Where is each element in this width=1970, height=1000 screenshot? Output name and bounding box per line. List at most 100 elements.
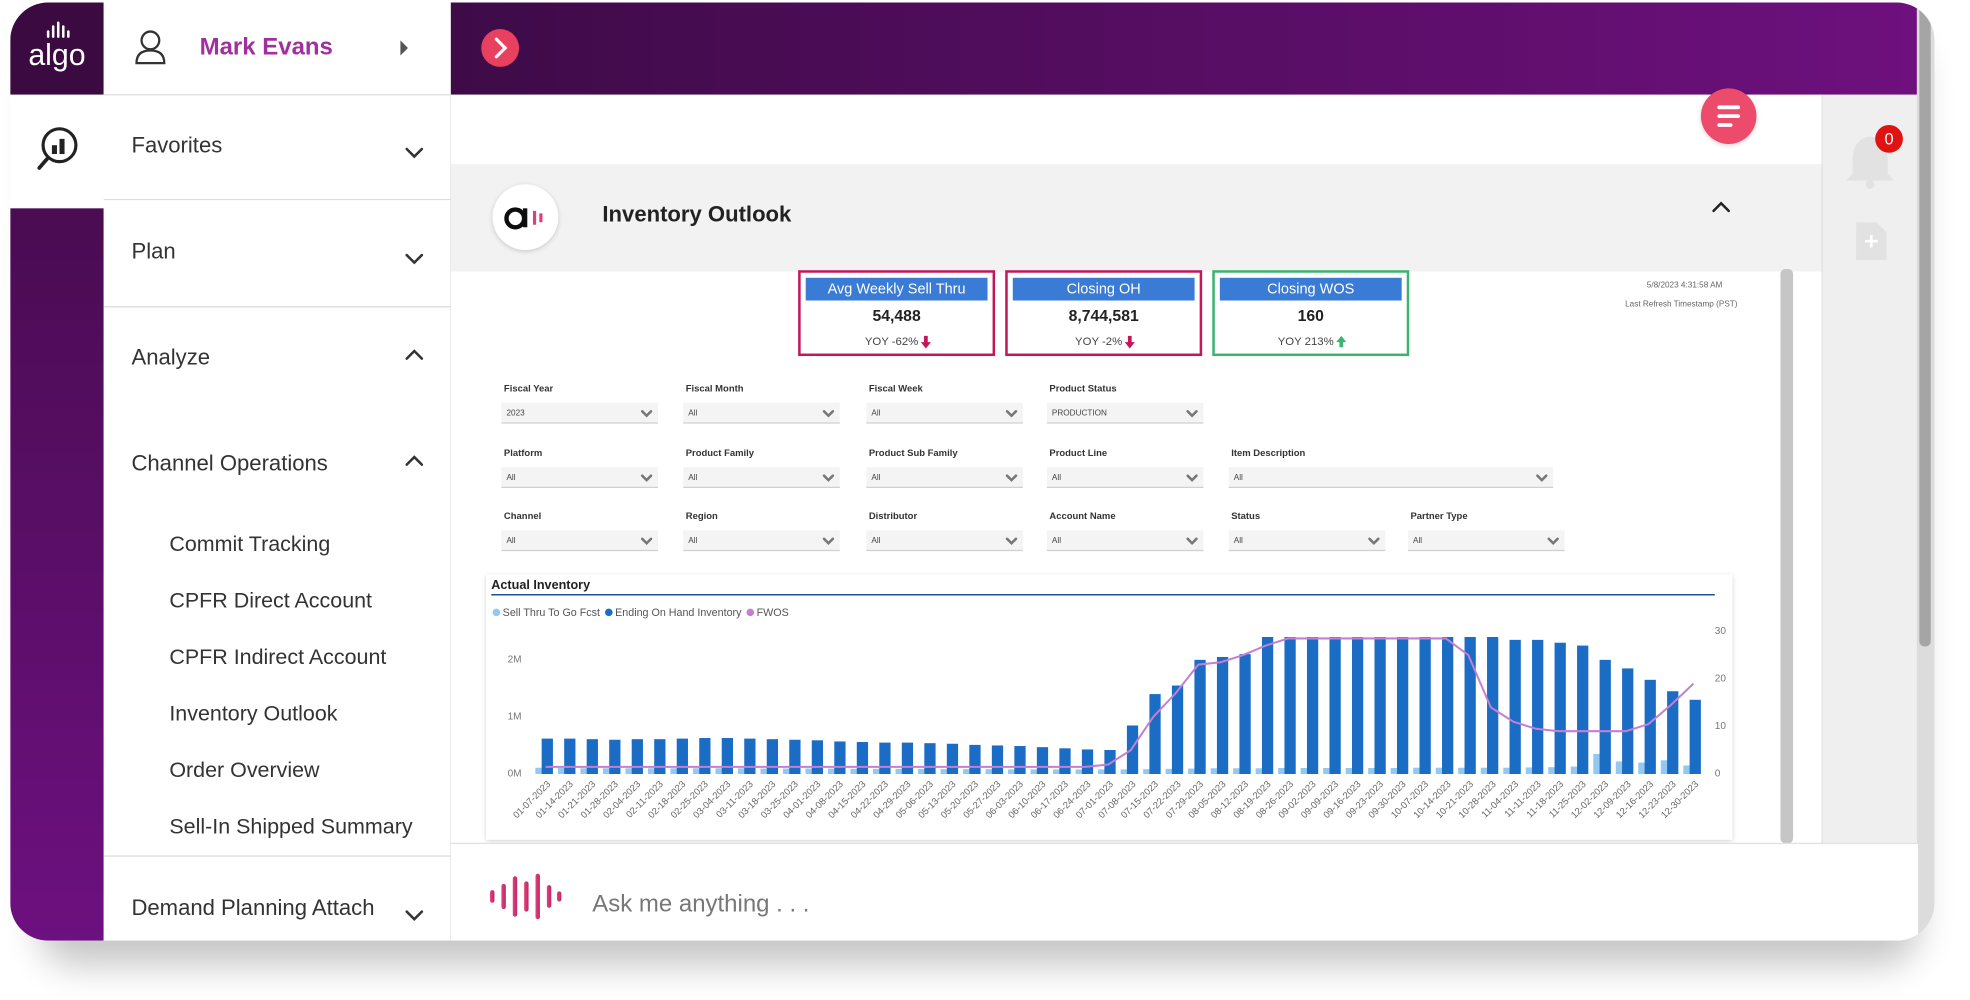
user-profile[interactable]: Mark Evans bbox=[135, 30, 408, 65]
filter[interactable]: Fiscal Week All bbox=[866, 383, 1023, 424]
menu-item[interactable]: Inventory Outlook bbox=[169, 701, 337, 725]
bar bbox=[1284, 637, 1296, 774]
kpi-change: YOY -2% bbox=[1075, 336, 1122, 348]
outer-scroll-thumb[interactable] bbox=[1919, 2, 1931, 647]
menu-item[interactable]: Commit Tracking bbox=[169, 532, 330, 556]
kpi-change: YOY 213% bbox=[1278, 336, 1334, 348]
filter-dropdown bbox=[683, 530, 840, 551]
voice-bar[interactable] bbox=[546, 885, 552, 908]
notifications[interactable]: 0 bbox=[1846, 125, 1903, 189]
expand-button[interactable] bbox=[481, 29, 520, 67]
menu-item[interactable]: Order Overview bbox=[169, 758, 320, 782]
filter[interactable]: Product Status PRODUCTION bbox=[1046, 383, 1204, 424]
filter[interactable]: Distributor All bbox=[866, 511, 1023, 552]
voice-bar[interactable] bbox=[490, 890, 495, 903]
menu-section[interactable]: Favorites bbox=[131, 132, 424, 159]
chat-input[interactable]: Ask me anything . . . bbox=[592, 891, 809, 918]
expand-circle bbox=[481, 29, 520, 67]
kpi-title-bar bbox=[1219, 277, 1402, 301]
bar bbox=[1374, 637, 1386, 774]
new-document[interactable] bbox=[1856, 222, 1887, 261]
menu-section-label: Demand Planning Attach bbox=[131, 895, 374, 920]
bar bbox=[535, 767, 544, 774]
bar bbox=[1442, 637, 1454, 774]
bar bbox=[1306, 637, 1319, 774]
y2-tick-label: 30 bbox=[1715, 626, 1727, 637]
filter-value: All bbox=[506, 536, 515, 545]
bar bbox=[850, 768, 859, 774]
filter-dropdown bbox=[501, 402, 658, 423]
filter-value: All bbox=[1234, 536, 1243, 545]
bar bbox=[1261, 637, 1274, 774]
bar bbox=[1599, 659, 1611, 774]
bar bbox=[670, 768, 679, 774]
menu-item[interactable]: Sell-In Shipped Summary bbox=[169, 814, 413, 838]
menu-section-label: Plan bbox=[131, 238, 175, 263]
right-rail bbox=[1822, 94, 1919, 844]
chevron-down bbox=[1547, 537, 1559, 546]
voice-bar[interactable] bbox=[512, 876, 518, 917]
kpi-value: 8,744,581 bbox=[1069, 308, 1139, 325]
chevron-up bbox=[405, 455, 424, 466]
menu-item[interactable]: CPFR Direct Account bbox=[169, 589, 372, 613]
menu-section[interactable]: Plan bbox=[131, 238, 424, 265]
filter-value: All bbox=[871, 409, 880, 418]
filter[interactable]: Fiscal Year 2023 bbox=[501, 383, 658, 424]
filter-label: Platform bbox=[504, 448, 542, 459]
doc-plus bbox=[1865, 234, 1878, 248]
filter-value: All bbox=[688, 473, 697, 482]
bar bbox=[1667, 691, 1679, 774]
menu-section[interactable]: Channel Operations bbox=[131, 450, 424, 475]
filter[interactable]: Product Line All bbox=[1046, 448, 1204, 489]
report-scrollbar[interactable] bbox=[1780, 268, 1794, 844]
voice-bar[interactable] bbox=[535, 873, 540, 920]
brand-strip bbox=[10, 2, 104, 95]
filter[interactable]: Product Sub Family All bbox=[866, 448, 1023, 489]
insights-bar bbox=[59, 138, 65, 155]
bar bbox=[789, 739, 801, 774]
filter[interactable]: Product Family All bbox=[683, 448, 840, 489]
filter[interactable]: Platform All bbox=[501, 448, 658, 489]
filter[interactable]: Status All bbox=[1228, 511, 1386, 552]
bar bbox=[692, 768, 702, 774]
voice-bar[interactable] bbox=[501, 883, 506, 910]
insights-icon[interactable] bbox=[37, 127, 78, 170]
expand-arrow bbox=[494, 37, 508, 59]
user-name: Mark Evans bbox=[200, 33, 333, 60]
insights-ring bbox=[41, 127, 78, 164]
filter[interactable]: Partner Type All bbox=[1407, 511, 1565, 552]
menu-fab-line bbox=[1717, 114, 1741, 119]
filter[interactable]: Channel All bbox=[501, 511, 658, 552]
menu-section[interactable]: Demand Planning Attach bbox=[131, 895, 424, 921]
voice-bar[interactable] bbox=[524, 881, 529, 912]
filter-dropdown bbox=[501, 467, 658, 488]
badge-count: 0 bbox=[1884, 130, 1893, 148]
bar bbox=[715, 768, 724, 774]
y2-tick-label: 10 bbox=[1715, 721, 1727, 732]
filter-label: Fiscal Month bbox=[686, 383, 744, 394]
menu-fab[interactable] bbox=[1700, 88, 1757, 144]
voice-bar[interactable] bbox=[556, 891, 562, 902]
filter[interactable]: Account Name All bbox=[1046, 511, 1204, 552]
filter-label: Channel bbox=[504, 511, 541, 522]
kpi-value: 160 bbox=[1298, 308, 1325, 325]
bar bbox=[1622, 668, 1634, 774]
bar bbox=[969, 744, 981, 774]
filter-value: All bbox=[871, 473, 880, 482]
chevron-down bbox=[822, 410, 835, 418]
bar bbox=[924, 743, 936, 774]
bar bbox=[1525, 767, 1534, 774]
bar bbox=[1008, 769, 1017, 774]
kpi-value: 54,488 bbox=[872, 308, 920, 325]
y-tick-label: 0M bbox=[508, 769, 522, 780]
filter[interactable]: Fiscal Month All bbox=[683, 383, 840, 424]
menu-section-label: Favorites bbox=[131, 132, 222, 157]
filter-value: All bbox=[688, 536, 697, 545]
filter[interactable]: Region All bbox=[683, 511, 840, 552]
menu-section[interactable]: Analyze bbox=[131, 344, 424, 369]
bar bbox=[1255, 768, 1264, 774]
bar bbox=[1397, 637, 1409, 774]
report-title: Inventory Outlook bbox=[602, 202, 792, 227]
filter[interactable]: Item Description All bbox=[1228, 448, 1554, 489]
menu-item[interactable]: CPFR Indirect Account bbox=[169, 645, 386, 669]
